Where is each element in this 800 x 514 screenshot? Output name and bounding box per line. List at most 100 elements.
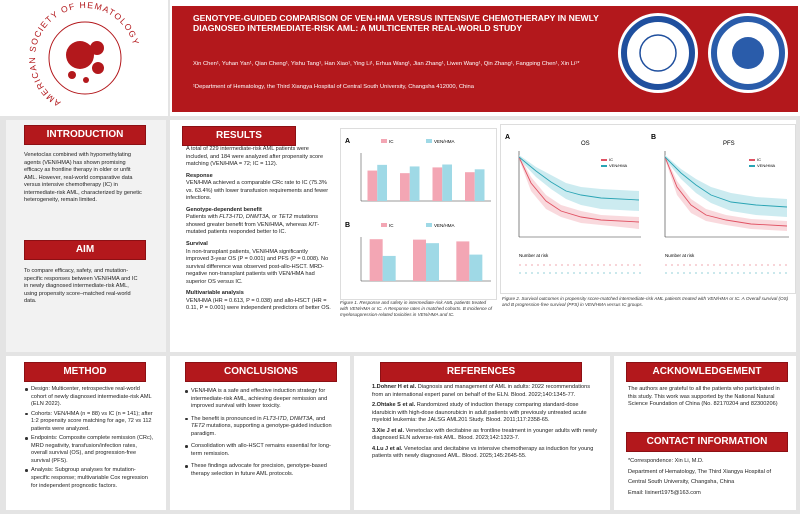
logo-cell: [66, 41, 94, 69]
list-item: Endpoints: Composite complete remission …: [24, 435, 154, 465]
panel-label: B: [345, 222, 350, 229]
text-run: VEN/HMA (HR = 0.613, P = 0.038) and allo…: [186, 297, 331, 312]
section-heading: ACKNOWLEDGEMENT: [626, 362, 788, 382]
survival-curve: [664, 156, 788, 227]
reference: 2.Ohtake S et al. Randomized study of in…: [372, 402, 598, 425]
contact-line: *Correspondence: Xin Li, M.D.: [628, 458, 704, 464]
subheading: Survival: [186, 241, 208, 248]
ci-band: [519, 155, 639, 229]
results-text: A total of 229 intermediate-risk AML pat…: [186, 146, 332, 313]
intro-text: Venetoclax combined with hypomethylating…: [24, 152, 142, 204]
list-item: Cohorts: VEN/HMA (n = 88) vs IC (n = 141…: [24, 411, 154, 434]
legend-swatch: [381, 223, 387, 227]
legend-label: IC: [609, 157, 613, 162]
list-item: Analysis: Subgroup analyses for mutation…: [24, 467, 154, 490]
ref-author: 3.Xie J et al.: [372, 427, 405, 434]
bar: [426, 243, 439, 281]
list-item: The benefit is pronounced in FLT3-ITD, D…: [184, 416, 340, 439]
text-run: FLT3-ITD, DNMT3A,: [263, 415, 315, 422]
legend-swatch: [749, 165, 755, 167]
figure-2-caption: Figure 2. Survival outcomes in propensit…: [502, 296, 789, 307]
text-run: VEN/HMA is a safe and effective inductio…: [191, 388, 328, 410]
legend-swatch: [749, 159, 755, 161]
ci-band: [665, 155, 787, 231]
paragraph: VEN/HMA (HR = 0.613, P = 0.038) and allo…: [186, 298, 332, 313]
reference: 4.Lu J et al. Venetoclax and decitabine …: [372, 446, 598, 461]
subheading: Multivariable analysis: [186, 290, 244, 297]
logo-cell: [68, 71, 76, 79]
ref-author: 2.Ohtake S et al.: [372, 402, 416, 409]
bar: [469, 254, 483, 281]
section-heading: RESULTS: [182, 126, 296, 146]
ref-author: 4.Lu J et al.: [372, 445, 403, 452]
aim-text: To compare efficacy, safety, and mutatio…: [24, 268, 138, 305]
legend-label: IC: [757, 157, 761, 162]
risk-table-title: Number at risk: [665, 253, 695, 258]
text-run: TET2: [191, 423, 205, 430]
ci-band: [519, 155, 639, 211]
survival-curve: [518, 156, 640, 223]
bar: [400, 173, 410, 201]
text-run: Consolidation with allo-HSCT remains ess…: [191, 443, 331, 457]
text-run: TET2: [278, 214, 293, 221]
section-heading: CONTACT INFORMATION: [626, 432, 788, 452]
figure-1-chart: A IC VEN/HMA B IC VEN/HMA: [345, 138, 491, 282]
logo-ring: [711, 16, 785, 90]
ref-author: 1.Dohner H et al.: [372, 384, 417, 390]
list-item: Design: Multicenter, retrospective real-…: [24, 386, 154, 409]
paragraph: VEN/HMA achieved a comparable CRc rate t…: [186, 180, 332, 203]
logo-inner: [639, 34, 677, 72]
subheading: Genotype-dependent benefit: [186, 206, 262, 213]
logo-inner: [732, 37, 764, 69]
bar: [413, 239, 426, 281]
text-run: FLT3-ITD, DNMT3A,: [219, 214, 271, 221]
figure-1: A IC VEN/HMA B IC VEN/HMA: [340, 128, 497, 300]
ref-text: Venetoclax with decitabine as frontline …: [372, 427, 598, 442]
bar: [442, 164, 452, 201]
logo-area: AMERICAN SOCIETY OF HEMATOLOGY: [0, 0, 168, 116]
legend-swatch: [601, 159, 607, 161]
figure-2: A OS IC VEN/HMA Number at risk B PFS I: [500, 124, 796, 294]
logo-cell: [92, 62, 104, 74]
text-run: These findings advocate for precision, g…: [191, 463, 327, 477]
text-run: -mutated patients responded better to IC…: [186, 221, 320, 236]
legend-label: VEN/HMA: [434, 139, 455, 144]
legend-label: IC: [389, 223, 394, 228]
reference: 1.Dohner H et al. Diagnosis and manageme…: [372, 384, 598, 399]
panel-label: B: [651, 134, 656, 141]
paragraph: In non-transplant patients, VEN/HMA sign…: [186, 249, 332, 287]
ci-band: [665, 155, 787, 217]
legend-swatch: [601, 165, 607, 167]
section-heading: METHOD: [24, 362, 146, 382]
ref-text: Randomized study of induction therapy co…: [372, 402, 587, 424]
section-heading: REFERENCES: [380, 362, 582, 382]
list-item: VEN/HMA is a safe and effective inductio…: [184, 388, 340, 411]
bar: [432, 167, 443, 201]
legend-label: VEN/HMA: [434, 223, 455, 228]
panel-title: PFS: [723, 141, 735, 147]
ack-text: The authors are grateful to all the pati…: [628, 386, 780, 408]
ref-text: Diagnosis and management of AML in adult…: [372, 384, 591, 398]
bar: [377, 164, 387, 201]
text-run: and: [314, 415, 326, 422]
bar: [474, 169, 485, 201]
society-logo: AMERICAN SOCIETY OF HEMATOLOGY: [27, 0, 140, 109]
contact-line: Department of Hematology, The Third Xian…: [628, 468, 772, 486]
legend-swatch: [381, 139, 387, 143]
panel-title: OS: [581, 141, 590, 147]
bar: [369, 239, 383, 281]
text-run: mutations showed greater benefit from VE…: [186, 214, 319, 228]
logo-ring: [621, 16, 695, 90]
contact-line: Email: lixinert1975@163.com: [628, 489, 701, 496]
panel-label: A: [505, 134, 510, 141]
panel-label: A: [345, 138, 350, 145]
intro-panel: [6, 120, 166, 352]
text-run: or: [270, 214, 279, 221]
text-run: In non-transplant patients, VEN/HMA sign…: [186, 248, 329, 285]
list-item: Consolidation with allo-HSCT remains ess…: [184, 443, 340, 458]
bar: [367, 170, 378, 201]
legend-swatch: [426, 139, 432, 143]
bar: [465, 172, 475, 201]
bar: [456, 241, 470, 281]
